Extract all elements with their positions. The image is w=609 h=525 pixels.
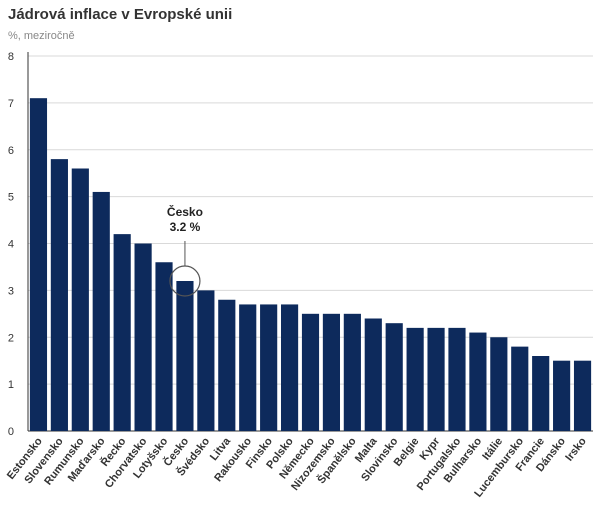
bar <box>113 234 131 431</box>
bar <box>260 304 278 431</box>
x-tick-label: Irsko <box>563 435 589 463</box>
y-tick-label: 6 <box>8 145 14 157</box>
bar <box>239 304 257 431</box>
bar <box>573 360 592 431</box>
bars <box>29 98 592 431</box>
bar <box>280 304 299 431</box>
bar <box>155 262 173 431</box>
bar <box>427 327 445 431</box>
y-tick-label: 4 <box>8 239 14 251</box>
bar <box>197 290 215 431</box>
y-tick-label: 3 <box>8 285 14 297</box>
bar <box>301 313 320 431</box>
chart-title: Jádrová inflace v Evropské unii <box>8 6 233 23</box>
bar <box>490 337 508 431</box>
bar <box>553 360 571 431</box>
y-tick-label: 5 <box>8 192 14 204</box>
bar <box>406 327 424 431</box>
bar <box>50 159 68 431</box>
y-tick-label: 1 <box>8 379 14 391</box>
bar <box>511 346 529 431</box>
bar <box>92 191 110 431</box>
y-tick-label: 7 <box>8 98 14 110</box>
annotation-value: 3.2 % <box>170 220 201 234</box>
bar <box>71 168 89 431</box>
y-tick-label: 8 <box>8 51 14 63</box>
bar <box>364 318 382 431</box>
bar <box>218 299 236 431</box>
bar <box>29 98 48 431</box>
x-axis: EstonskoSlovenskoRumunskoMaďarskoŘeckoCh… <box>5 435 589 500</box>
y-tick-label: 0 <box>8 426 14 438</box>
bar <box>322 313 341 431</box>
bar <box>343 313 361 431</box>
bar <box>448 327 466 431</box>
bar <box>532 356 550 431</box>
y-tick-label: 2 <box>8 332 14 344</box>
bar <box>134 243 152 431</box>
bar <box>469 332 487 431</box>
bar <box>176 281 194 431</box>
chart-subtitle: %, meziročně <box>8 30 75 42</box>
bar <box>385 323 403 431</box>
annotation-label: Česko <box>167 204 203 219</box>
